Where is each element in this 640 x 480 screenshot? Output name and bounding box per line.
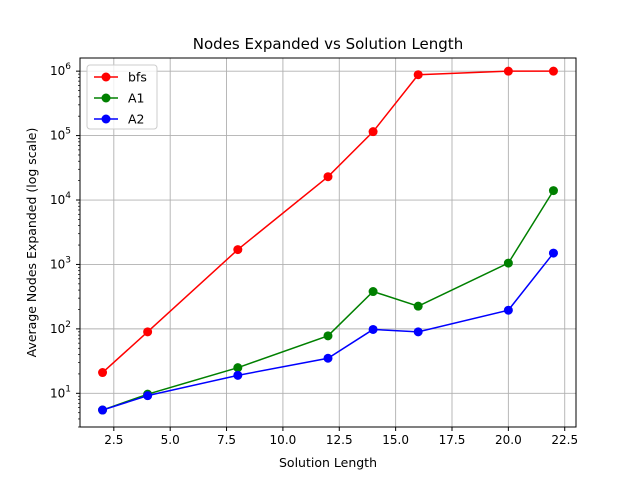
- data-point-A2: [98, 405, 108, 415]
- y-tick-label: 101: [50, 384, 71, 400]
- y-tick-label: 102: [50, 320, 71, 336]
- chart-title: Nodes Expanded vs Solution Length: [193, 35, 463, 53]
- y-tick-label: 105: [50, 127, 71, 143]
- series-line-A2: [102, 252, 555, 411]
- x-tick-label: 15.0: [382, 433, 409, 447]
- data-point-A2: [503, 305, 513, 315]
- data-point-A1: [413, 301, 423, 311]
- series-bfs: [98, 66, 558, 378]
- plot-frame: [79, 57, 577, 428]
- data-point-A2: [548, 248, 558, 258]
- x-tick-label: 20.0: [495, 433, 522, 447]
- series-A2: [98, 248, 558, 415]
- y-tick-label: 104: [50, 191, 71, 207]
- y-tick-label: 106: [50, 62, 71, 78]
- data-point-A2: [233, 370, 243, 380]
- y-tick-label: 103: [50, 255, 71, 271]
- data-point-bfs: [503, 66, 513, 76]
- x-axis-label: Solution Length: [279, 455, 377, 470]
- x-tick-label: 17.5: [439, 433, 466, 447]
- data-point-bfs: [98, 368, 108, 378]
- legend-label: A1: [128, 91, 145, 106]
- legend-swatch-marker: [101, 114, 111, 124]
- x-tick-label: 7.5: [217, 433, 236, 447]
- x-tick-label: 2.5: [104, 433, 123, 447]
- data-point-A1: [548, 186, 558, 196]
- legend-swatch-marker: [101, 93, 111, 103]
- legend: bfs A1 A2: [86, 64, 158, 130]
- data-point-A1: [233, 363, 243, 373]
- data-point-A2: [143, 391, 153, 401]
- legend-label: bfs: [128, 70, 147, 85]
- legend-label: A2: [128, 112, 145, 127]
- data-point-A1: [323, 331, 333, 341]
- y-axis-label: Average Nodes Expanded (log scale): [24, 128, 39, 358]
- x-tick-label: 22.5: [551, 433, 578, 447]
- legend-item-A1: A1: [94, 91, 145, 106]
- series-A1: [98, 186, 558, 415]
- legend-item-bfs: bfs: [94, 70, 147, 85]
- x-tick-label: 12.5: [326, 433, 353, 447]
- data-point-bfs: [548, 66, 558, 76]
- data-point-bfs: [233, 245, 243, 255]
- data-point-A2: [413, 327, 423, 337]
- series-line-bfs: [102, 70, 554, 374]
- data-point-A2: [368, 324, 378, 334]
- data-point-A1: [368, 287, 378, 297]
- x-tick-label: 5.0: [161, 433, 180, 447]
- data-point-bfs: [323, 172, 333, 182]
- data-point-bfs: [143, 327, 153, 337]
- data-point-A2: [323, 353, 333, 363]
- legend-item-A2: A2: [94, 112, 145, 127]
- data-point-A1: [503, 258, 513, 268]
- grid: [80, 58, 576, 427]
- series-line-A1: [102, 190, 555, 411]
- data-point-bfs: [368, 127, 378, 137]
- x-tick-label: 10.0: [270, 433, 297, 447]
- data-point-bfs: [413, 70, 423, 80]
- series-layer: [98, 66, 558, 415]
- legend-swatch-marker: [101, 72, 111, 82]
